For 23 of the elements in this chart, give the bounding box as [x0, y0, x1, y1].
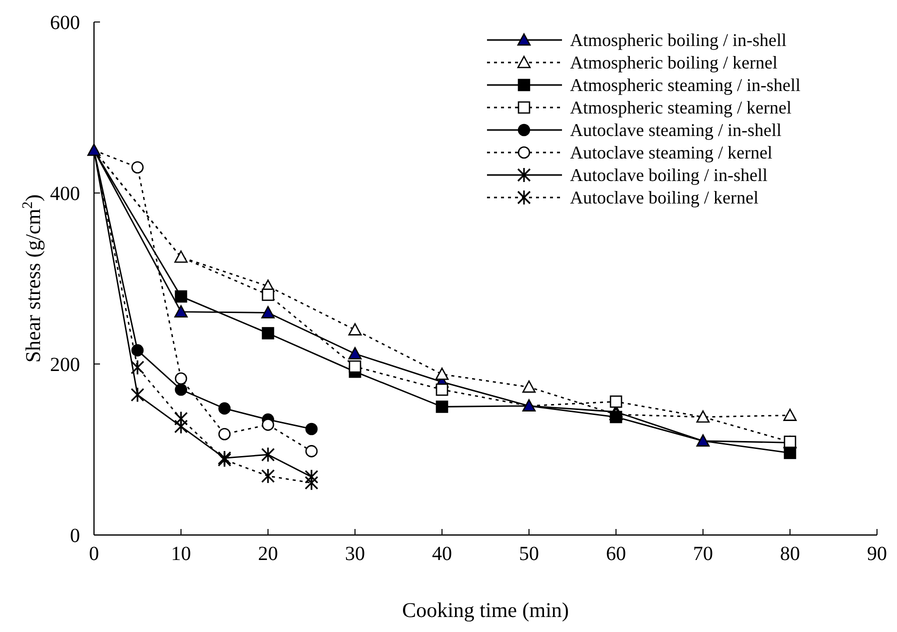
legend-label: Atmospheric boiling / kernel: [570, 52, 778, 72]
x-tick-label: 0: [89, 543, 99, 565]
x-tick-label: 70: [693, 543, 713, 565]
x-tick-label: 10: [171, 543, 191, 565]
legend-label: Atmospheric steaming / kernel: [570, 98, 792, 118]
y-tick-label: 600: [50, 12, 80, 34]
x-tick-label: 20: [258, 543, 278, 565]
y-tick-label: 400: [50, 183, 80, 205]
legend-label: Autoclave boiling / in-shell: [570, 165, 768, 185]
y-tick-label: 200: [50, 354, 80, 376]
legend-label: Autoclave steaming / in-shell: [570, 120, 782, 140]
y-tick-label: 0: [70, 525, 80, 547]
x-tick-label: 80: [780, 543, 800, 565]
x-tick-label: 40: [432, 543, 452, 565]
legend-label: Atmospheric boiling / in-shell: [570, 30, 786, 50]
x-tick-label: 60: [606, 543, 626, 565]
legend-label: Atmospheric steaming / in-shell: [570, 75, 800, 95]
legend-label: Autoclave boiling / kernel: [570, 188, 758, 208]
x-tick-label: 90: [867, 543, 887, 565]
x-tick-label: 50: [519, 543, 539, 565]
x-axis-title: Cooking time (min): [402, 598, 569, 622]
x-tick-label: 30: [345, 543, 365, 565]
legend-label: Autoclave steaming / kernel: [570, 142, 772, 162]
